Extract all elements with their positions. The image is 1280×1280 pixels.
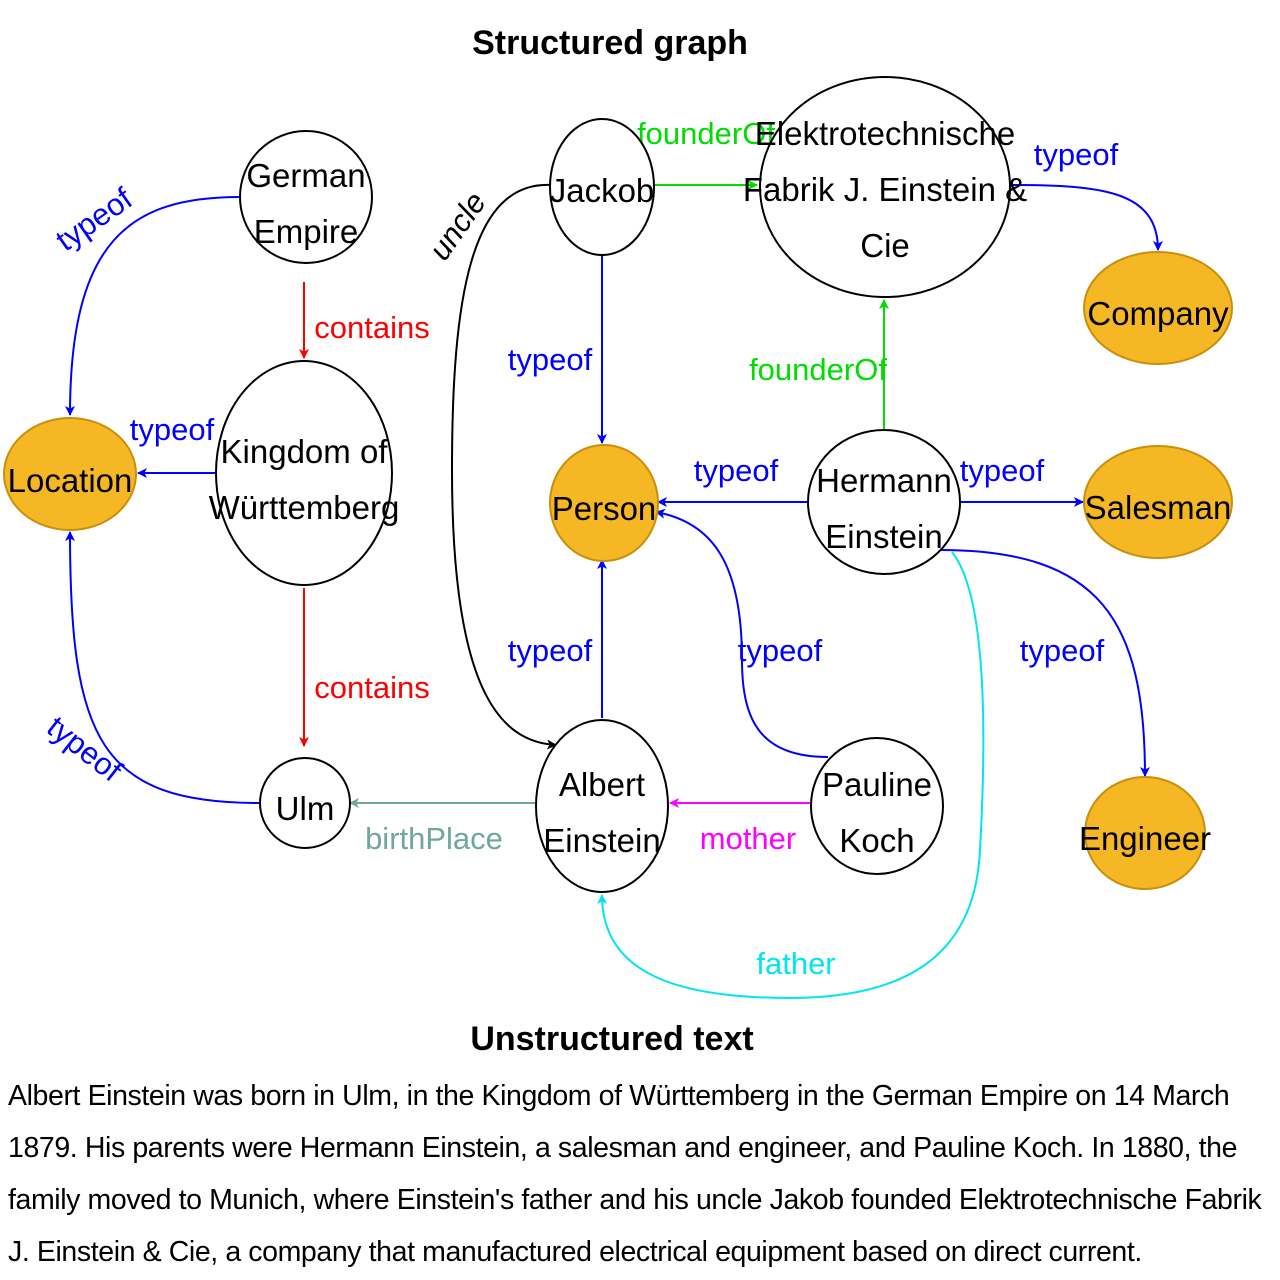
node-label-line: Ulm [276,790,335,827]
node-label-line: Cie [860,227,910,264]
node-label-line: Person [552,490,657,527]
edge-label-typeof: typeof [1034,137,1119,172]
node-german-empire: German Empire [239,130,373,264]
node-label-line: German [246,157,365,194]
node-kingdom-of-wurttemberg: Kingdom of Württemberg [209,360,400,586]
node-label-line: Württemberg [209,489,400,526]
node-label-line: Engineer [1079,820,1211,857]
node-label-line: Hermann [816,462,952,499]
node-engineer: Engineer [1079,776,1211,890]
node-label-line: Kingdom of [221,433,389,470]
node-albert-einstein: Albert Einstein [535,719,669,893]
edge-label-typeof: typeof [508,342,593,377]
node-elektrotechnische-fabrik: Elektrotechnische Fabrik J. Einstein & C… [743,76,1027,298]
edge-label-mother: mother [700,821,796,856]
edge-label-typeof: typeof [738,633,823,668]
edge-fabrik-company [1009,184,1163,251]
node-ulm: Ulm [259,757,351,849]
node-label-line: Company [1087,295,1229,332]
edge-label-typeof: typeof [40,709,128,789]
edge-hermann-engineer [939,549,1150,777]
edge-label-contains: contains [314,670,429,705]
node-hermann-einstein: Hermann Einstein [807,429,961,575]
node-jackob: Jackob [549,118,655,256]
edge-ulm-location [65,531,261,804]
edge-jackob-albert [450,183,557,750]
node-salesman: Salesman [1083,445,1233,559]
edge-label-contains: contains [314,310,429,345]
graph-title: Structured graph [472,24,748,62]
edge-label-founderof: founderOf [637,116,775,151]
edge-german-empire-location [65,196,241,416]
edge-label-birthplace: birthPlace [365,821,503,856]
node-label-line: Salesman [1085,489,1232,526]
node-label-line: Albert [559,766,645,803]
edge-pauline-person [655,508,829,758]
node-pauline-koch: Pauline Koch [810,737,944,875]
edge-label-typeof: typeof [960,453,1045,488]
unstructured-text-section: Albert Einstein was born in Ulm, in the … [8,1070,1270,1278]
knowledge-graph: Structured graph [3,24,1233,1058]
node-label-line: Jackob [550,172,655,209]
edge-label-typeof: typeof [1020,633,1105,668]
node-location: Location [3,417,137,531]
edge-label-uncle: uncle [422,186,493,267]
node-label-line: Koch [839,822,914,859]
node-label-line: Fabrik J. Einstein & [743,171,1027,208]
node-label-line: Elektrotechnische [755,115,1015,152]
edge-label-typeof: typeof [508,633,593,668]
node-label-line: Pauline [822,766,932,803]
text-section-title: Unstructured text [470,1020,753,1058]
edge-label-typeof: typeof [694,453,779,488]
edge-label-father: father [756,946,835,981]
edge-label-founderof: founderOf [749,352,887,387]
unstructured-text-paragraph: Albert Einstein was born in Ulm, in the … [8,1080,1262,1268]
node-label-line: Location [8,462,133,499]
node-company: Company [1083,251,1233,365]
node-label-line: Empire [254,213,359,250]
node-person: Person [549,444,659,562]
edge-label-typeof: typeof [49,181,139,258]
edge-label-typeof: typeof [130,412,215,447]
edge-hermann-albert [597,551,985,1000]
node-label-line: Einstein [543,822,660,859]
node-label-line: Einstein [825,518,942,555]
